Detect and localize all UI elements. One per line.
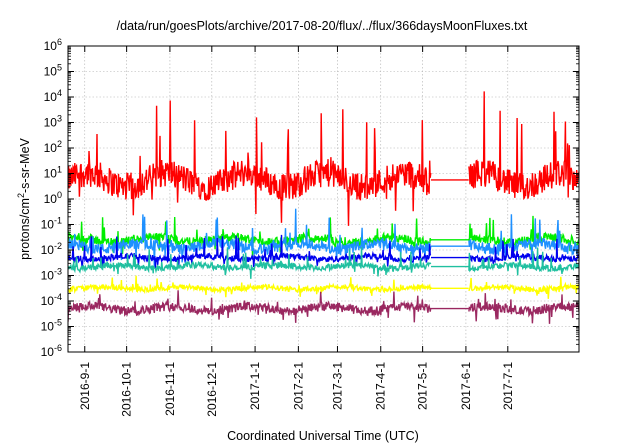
y-tick-label: 101 [44, 165, 62, 181]
series-line [68, 208, 432, 266]
y-axis-label-rest: -s-sr-MeV [18, 137, 32, 193]
y-axis-label-unit: protons/cm [18, 198, 32, 260]
y-tick-label: 10-3 [41, 267, 62, 283]
x-tick-label: 2017-1-1 [248, 362, 262, 410]
x-tick-label: 2017-6-1 [459, 362, 473, 410]
y-tick-label: 10-6 [41, 343, 62, 359]
x-axis: 2016-9-1 2016-10-1 2016-11-1 2016-12-1 2017-… [78, 46, 515, 417]
x-tick-label: 2017-7-1 [501, 362, 515, 410]
x-axis-label: Coordinated Universal Time (UTC) [227, 429, 419, 443]
y-axis-label-exponent: 2 [16, 193, 26, 198]
y-tick-label: 10-4 [41, 292, 62, 308]
x-tick-label: 2017-5-1 [416, 362, 430, 410]
series-line [468, 91, 579, 201]
series-line [468, 293, 579, 324]
series-line [68, 246, 432, 279]
series-line [468, 247, 579, 276]
series-line [68, 290, 432, 323]
series-line [68, 216, 432, 257]
x-tick-label: 2017-3-1 [330, 362, 344, 410]
series-line [468, 238, 579, 265]
chart-title: /data/run/goesPlots/archive/2017-08-20/f… [117, 19, 528, 33]
series-line [468, 214, 579, 263]
y-tick-label: 10-5 [41, 318, 62, 334]
y-tick-label: 104 [44, 88, 62, 104]
y-tick-label: 10-2 [41, 241, 62, 257]
x-tick-label: 2017-4-1 [374, 362, 388, 410]
x-tick-label: 2016-9-1 [78, 362, 92, 410]
series-line [68, 275, 432, 298]
y-tick-label: 10-1 [41, 216, 62, 232]
x-tick-label: 2017-2-1 [291, 362, 305, 410]
series-line [68, 100, 432, 226]
y-tick-label: 105 [44, 63, 62, 79]
y-tick-label: 102 [44, 139, 62, 155]
series-line [468, 276, 579, 299]
y-axis-label: protons/cm2-s-sr-MeV [16, 137, 32, 259]
y-tick-label: 103 [44, 114, 62, 130]
x-tick-label: 2016-10-1 [120, 362, 134, 417]
plot-area [68, 91, 579, 324]
x-tick-label: 2016-12-1 [205, 362, 219, 417]
series-line [68, 234, 432, 270]
y-tick-label: 106 [44, 37, 62, 53]
y-tick-label: 100 [44, 190, 62, 206]
x-tick-label: 2016-11-1 [163, 362, 177, 416]
y-axis: 10-6 10-5 10-4 10-3 10-2 10-1 100 101 102 103 104 1… [41, 37, 579, 359]
